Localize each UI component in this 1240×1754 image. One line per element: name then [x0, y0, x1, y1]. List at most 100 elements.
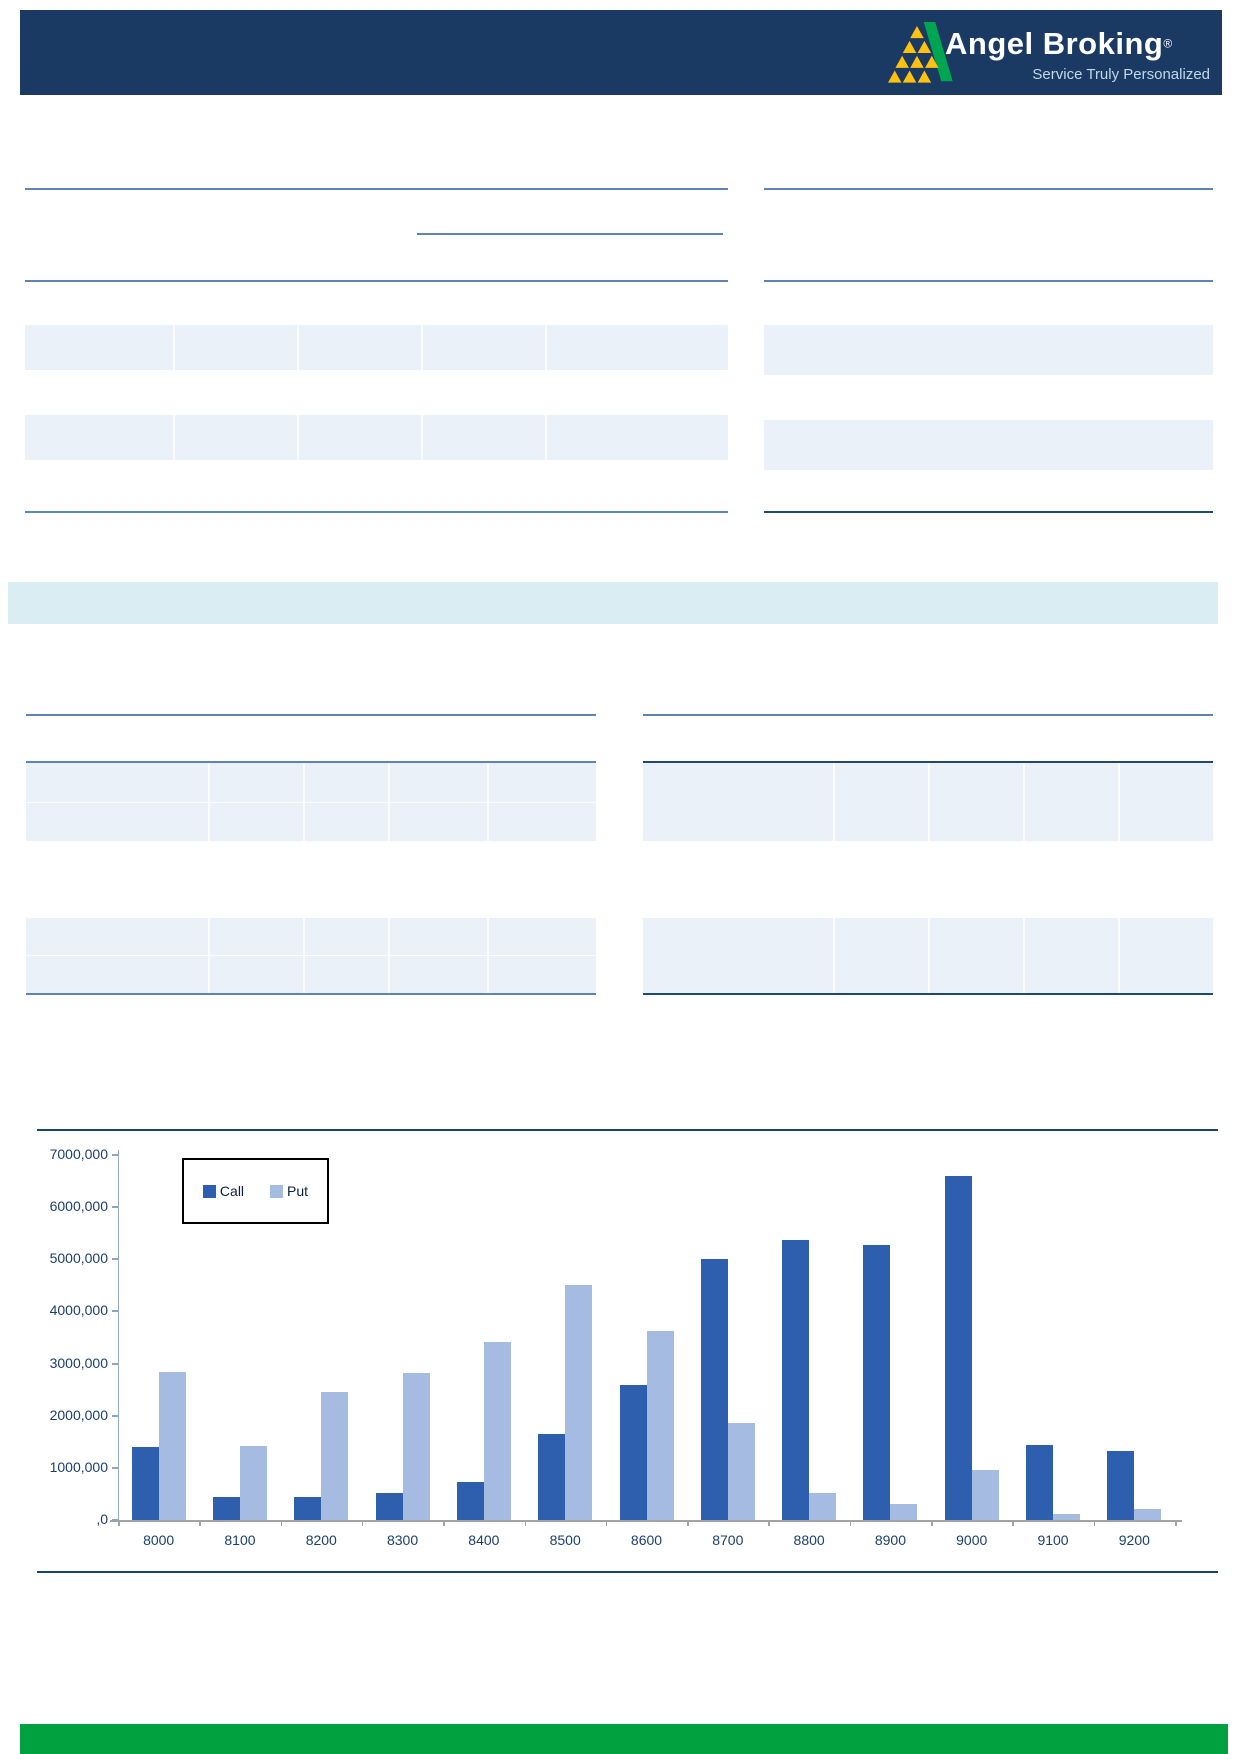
top-left-table-row-band	[25, 415, 728, 460]
chart-x-axis	[110, 1520, 1182, 1522]
ytick-label-6: 1000,000	[49, 1458, 108, 1475]
y-axis-tick-1	[112, 1206, 118, 1209]
bar-put-8900	[890, 1503, 918, 1520]
x-axis-tick-1	[199, 1520, 201, 1526]
section-highlight-band	[8, 582, 1218, 624]
bar-put-8100	[239, 1445, 267, 1520]
x-axis-tick-5	[524, 1520, 527, 1526]
xtick-label-9000: 9000	[956, 1532, 988, 1548]
xtick-label-8200: 8200	[305, 1532, 337, 1548]
xtick-label-8600: 8600	[630, 1532, 663, 1548]
y-axis-tick-6	[112, 1466, 118, 1469]
bar-call-8300	[375, 1492, 403, 1520]
brand-name: Angel Broking	[945, 26, 1164, 61]
bar-put-9200	[1134, 1509, 1162, 1520]
chart-top-rule	[37, 1129, 1218, 1131]
x-axis-tick-12	[1093, 1520, 1096, 1526]
x-axis-tick-11	[1012, 1520, 1014, 1526]
chart-bottom-rule	[37, 1571, 1218, 1573]
x-axis-tick-3	[361, 1520, 364, 1526]
xtick-label-8900: 8900	[874, 1532, 906, 1548]
bar-put-8700	[727, 1423, 755, 1520]
top-right-table-title-rule	[764, 188, 1213, 190]
top-right-table-row-band	[764, 420, 1213, 470]
bar-call-9100	[1026, 1445, 1054, 1520]
mid-right-table-row-band	[643, 918, 1213, 993]
top-left-table-header-rule	[25, 280, 728, 282]
ytick-label-0: 7000,000	[49, 1146, 108, 1162]
top-left-table-title-rule	[25, 188, 728, 190]
ytick-label-7: ,0	[96, 1511, 108, 1527]
ytick-label-1: 6000,000	[49, 1198, 108, 1215]
mid-left-table-row-band	[26, 918, 596, 993]
mid-right-table-bottom-rule	[643, 993, 1213, 995]
xtick-label-8300: 8300	[386, 1532, 419, 1548]
angel-broking-logo-icon	[888, 22, 953, 83]
bar-call-9200	[1107, 1451, 1135, 1520]
brand-tagline: Service Truly Personalized	[1032, 66, 1210, 83]
x-axis-tick-0	[118, 1520, 120, 1526]
xtick-label-9200: 9200	[1118, 1532, 1150, 1548]
mid-right-table-header-rule	[643, 761, 1213, 763]
x-axis-tick-6	[605, 1520, 608, 1526]
x-axis-tick-8	[768, 1520, 770, 1526]
footer-bar	[20, 1724, 1228, 1754]
x-axis-tick-9	[849, 1520, 852, 1526]
chart-legend: Call Put	[182, 1158, 329, 1224]
y-axis-tick-5	[112, 1414, 118, 1417]
xtick-label-8700: 8700	[712, 1532, 744, 1548]
bar-call-8100	[212, 1496, 240, 1520]
x-axis-tick-2	[280, 1520, 283, 1526]
mid-right-table-title-rule	[643, 714, 1213, 716]
bar-call-8200	[294, 1496, 322, 1520]
top-left-table-bottom-rule	[25, 511, 728, 513]
bar-put-8400	[483, 1341, 511, 1520]
ytick-label-5: 2000,000	[49, 1406, 108, 1423]
ytick-label-4: 3000,000	[49, 1354, 108, 1371]
bar-call-8500	[538, 1434, 566, 1520]
y-axis-tick-7	[112, 1519, 118, 1521]
y-axis-tick-3	[112, 1310, 118, 1313]
top-right-table-row-band	[764, 325, 1213, 375]
mid-left-table-bottom-rule	[26, 993, 596, 995]
xtick-label-9100: 9100	[1037, 1532, 1069, 1548]
bar-put-9000	[971, 1470, 999, 1520]
xtick-label-8500: 8500	[549, 1532, 581, 1548]
top-right-table-header-rule	[764, 280, 1213, 282]
x-axis-tick-10	[931, 1520, 933, 1526]
bar-call-8800	[782, 1239, 810, 1520]
xtick-label-8100: 8100	[224, 1532, 256, 1548]
bar-put-8500	[565, 1285, 593, 1520]
chart-y-axis	[118, 1150, 119, 1520]
bar-put-8800	[809, 1492, 837, 1520]
mid-left-table-header-rule	[26, 761, 596, 763]
y-axis-tick-4	[112, 1362, 118, 1365]
brand-registered-mark: ®	[1163, 36, 1173, 51]
ytick-label-2: 5000,000	[49, 1250, 108, 1267]
bar-put-8300	[402, 1372, 430, 1520]
mid-right-table-row-band	[643, 763, 1213, 841]
bar-call-8400	[456, 1481, 484, 1520]
mid-left-table-title-rule	[26, 714, 596, 716]
bar-call-9000	[944, 1175, 972, 1520]
x-axis-tick-7	[687, 1520, 689, 1526]
put-legend-swatch	[270, 1184, 284, 1198]
xtick-label-8800: 8800	[793, 1532, 825, 1548]
call-legend-label: Call	[219, 1183, 245, 1199]
legend-item-put: Put	[270, 1183, 308, 1199]
bar-call-8000	[131, 1447, 159, 1520]
xtick-label-8000: 8000	[143, 1532, 175, 1548]
bar-put-9100	[1053, 1514, 1081, 1520]
x-axis-tick-4	[443, 1520, 445, 1526]
call-legend-swatch	[202, 1184, 216, 1198]
y-axis-tick-2	[112, 1258, 118, 1261]
top-left-table-subheader-rule	[417, 233, 723, 235]
mid-left-table-row-band	[26, 763, 596, 841]
xtick-label-8400: 8400	[468, 1532, 500, 1548]
y-axis-tick-0	[112, 1154, 118, 1156]
put-legend-label: Put	[287, 1183, 309, 1199]
ytick-label-3: 4000,000	[49, 1302, 108, 1319]
top-right-table-bottom-rule	[764, 511, 1213, 513]
